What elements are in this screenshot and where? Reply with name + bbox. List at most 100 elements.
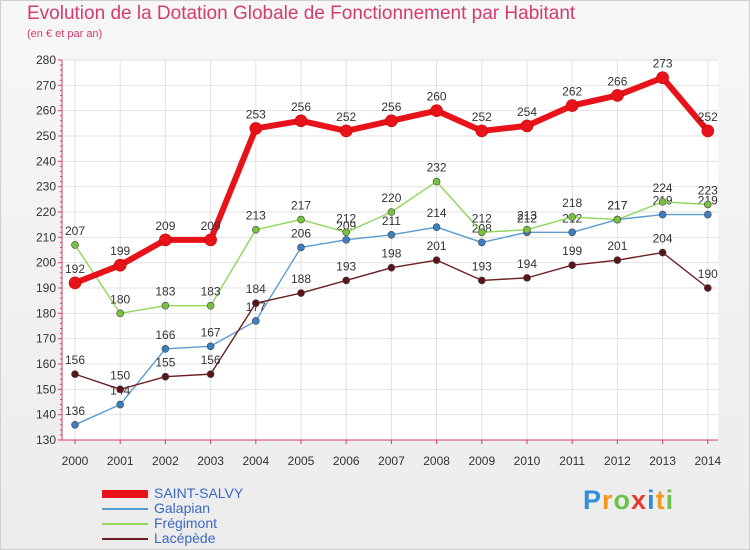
data-point-fregimont bbox=[387, 208, 396, 216]
chart-subtitle: (en € et par an) bbox=[27, 28, 103, 40]
data-label-galapian: 206 bbox=[291, 226, 311, 240]
x-tick-label: 2008 bbox=[423, 454, 450, 468]
data-point-saint-salvy bbox=[249, 122, 263, 135]
data-point-saint-salvy bbox=[159, 233, 172, 247]
data-point-saint-salvy bbox=[611, 89, 624, 102]
data-label-lacepede: 193 bbox=[472, 259, 492, 273]
data-point-galapian bbox=[206, 342, 215, 351]
data-point-lacepede bbox=[523, 274, 531, 282]
logo-letter: i bbox=[647, 485, 656, 515]
data-label-saint-salvy: 266 bbox=[607, 74, 627, 88]
y-tick-label: 210 bbox=[36, 230, 56, 244]
data-point-fregimont bbox=[658, 198, 667, 206]
data-point-galapian bbox=[568, 228, 577, 237]
y-tick-label: 130 bbox=[36, 433, 56, 447]
data-point-saint-salvy bbox=[294, 114, 308, 128]
data-label-fregimont: 183 bbox=[201, 285, 221, 299]
y-tick-label: 230 bbox=[36, 180, 56, 194]
data-label-saint-salvy: 253 bbox=[246, 107, 266, 121]
data-point-saint-salvy bbox=[565, 99, 579, 112]
data-point-galapian bbox=[432, 223, 441, 231]
data-label-galapian: 217 bbox=[607, 199, 627, 213]
data-point-fregimont bbox=[71, 241, 79, 249]
legend-swatch bbox=[102, 538, 148, 540]
legend-label: SAINT-SALVY bbox=[154, 485, 244, 501]
data-label-saint-salvy: 252 bbox=[698, 110, 718, 124]
data-point-fregimont bbox=[477, 228, 486, 237]
data-label-lacepede: 199 bbox=[562, 244, 582, 258]
data-point-galapian bbox=[297, 243, 305, 252]
x-tick-label: 2014 bbox=[694, 454, 721, 468]
data-point-fregimont bbox=[613, 215, 622, 224]
proxiti-logo: Proxiti bbox=[583, 485, 674, 516]
data-label-lacepede: 194 bbox=[517, 257, 537, 271]
data-point-saint-salvy bbox=[113, 258, 127, 272]
data-label-saint-salvy: 256 bbox=[381, 100, 401, 114]
data-point-saint-salvy bbox=[339, 124, 353, 138]
data-label-lacepede: 190 bbox=[698, 267, 718, 281]
x-tick-label: 2007 bbox=[378, 454, 405, 468]
y-tick-label: 140 bbox=[36, 408, 56, 422]
data-label-saint-salvy: 209 bbox=[155, 219, 175, 233]
data-point-fregimont bbox=[206, 301, 215, 310]
logo-letter: P bbox=[583, 485, 603, 515]
data-point-galapian bbox=[703, 210, 712, 219]
data-point-fregimont bbox=[523, 225, 531, 234]
x-tick-label: 2004 bbox=[242, 454, 269, 468]
data-point-lacepede bbox=[703, 284, 712, 292]
x-tick-label: 2010 bbox=[514, 454, 541, 468]
data-label-fregimont: 217 bbox=[291, 199, 311, 213]
data-point-lacepede bbox=[568, 261, 577, 270]
data-label-fregimont: 232 bbox=[427, 161, 447, 175]
data-label-fregimont: 207 bbox=[65, 224, 85, 238]
data-point-lacepede bbox=[387, 263, 396, 272]
data-point-lacepede bbox=[297, 289, 305, 297]
y-tick-label: 190 bbox=[36, 281, 56, 295]
data-point-galapian bbox=[161, 344, 170, 353]
x-tick-label: 2013 bbox=[649, 454, 676, 468]
data-point-fregimont bbox=[342, 228, 351, 237]
data-point-fregimont bbox=[252, 225, 260, 234]
data-label-saint-salvy: 254 bbox=[517, 105, 537, 119]
data-point-fregimont bbox=[703, 200, 712, 209]
data-point-lacepede bbox=[161, 372, 170, 381]
series-saint-salvy: 192 199 209 209 253 256 252 256 260 252 254 262 266 2… bbox=[65, 57, 718, 290]
data-point-fregimont bbox=[568, 213, 577, 221]
data-point-saint-salvy bbox=[204, 233, 217, 247]
data-point-saint-salvy bbox=[430, 104, 443, 117]
data-point-galapian bbox=[477, 238, 486, 247]
x-tick-label: 2012 bbox=[604, 454, 631, 468]
data-label-saint-salvy: 209 bbox=[201, 219, 221, 233]
legend-swatch bbox=[102, 490, 148, 498]
data-point-lacepede bbox=[613, 256, 622, 264]
y-tick-label: 150 bbox=[36, 382, 56, 396]
data-label-saint-salvy: 192 bbox=[65, 262, 85, 276]
data-point-saint-salvy bbox=[68, 276, 82, 290]
y-tick-label: 270 bbox=[36, 78, 56, 92]
legend-swatch bbox=[102, 523, 148, 525]
logo-letter: i bbox=[665, 485, 675, 515]
data-point-fregimont bbox=[161, 301, 170, 310]
x-tick-label: 2002 bbox=[152, 454, 179, 468]
data-label-saint-salvy: 199 bbox=[110, 244, 130, 258]
data-label-saint-salvy: 256 bbox=[291, 100, 311, 114]
x-tick-label: 2003 bbox=[197, 454, 224, 468]
data-point-saint-salvy bbox=[475, 124, 489, 138]
data-label-fregimont: 212 bbox=[336, 211, 356, 225]
data-point-lacepede bbox=[477, 276, 486, 285]
y-tick-label: 220 bbox=[36, 205, 56, 219]
legend-swatch bbox=[102, 508, 148, 510]
data-point-lacepede bbox=[252, 299, 260, 308]
y-tick-label: 250 bbox=[36, 129, 56, 143]
data-label-lacepede: 201 bbox=[607, 239, 627, 253]
data-point-galapian bbox=[71, 420, 79, 429]
data-label-galapian: 211 bbox=[382, 214, 401, 228]
x-tick-label: 2006 bbox=[333, 454, 360, 468]
data-label-fregimont: 223 bbox=[698, 183, 718, 197]
legend-label: Lacépède bbox=[154, 530, 216, 546]
data-label-saint-salvy: 252 bbox=[336, 110, 356, 124]
data-point-fregimont bbox=[116, 309, 124, 318]
data-label-lacepede: 201 bbox=[427, 239, 447, 253]
